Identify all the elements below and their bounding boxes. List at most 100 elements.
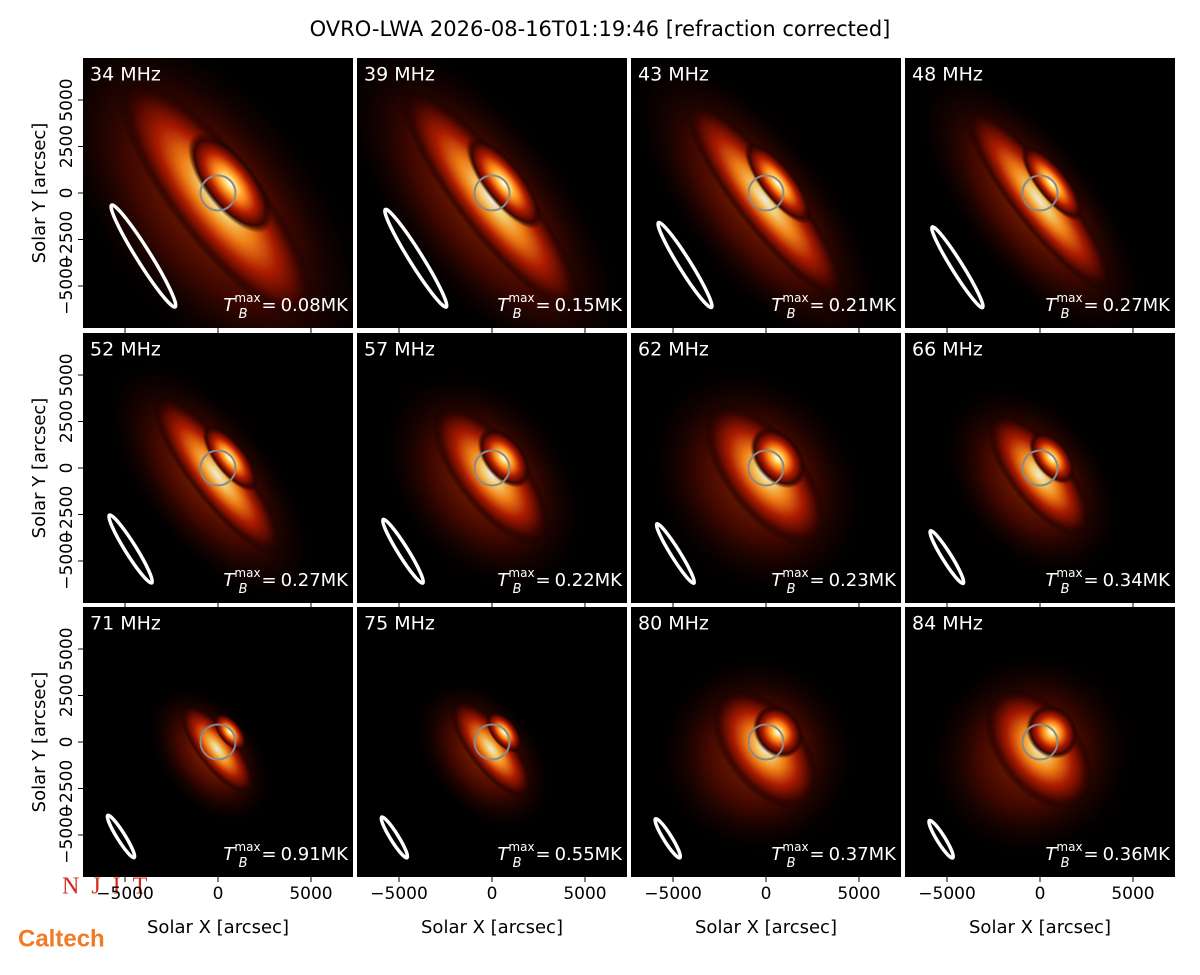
y-tick-label: 2500 [57,400,77,443]
tb-subscript: B [239,582,248,597]
solar-disk [747,174,785,212]
beam-ellipse [653,816,683,860]
tb-equals: = [535,570,550,591]
y-tick-label: 0 [57,188,77,199]
tb-symbol: T [1045,570,1058,591]
tb-equals: = [535,844,550,865]
tb-symbol: T [1045,295,1058,316]
tb-max-label: Tmax B = 0.27MK [223,566,349,597]
tb-value: 0.34MK [1103,570,1172,591]
y-axis-label: Solar Y [arcsec] [29,123,50,264]
solar-disk [473,723,511,761]
tb-equals: = [1083,844,1098,865]
tb-superscript: max [508,840,534,854]
x-tick-label: 5000 [837,884,880,904]
solar-disk [1021,449,1059,487]
panel: 34 MHz Tmax B = 0.08MK −5000−2500 0 2500 5000 Sol… [29,58,353,333]
beam-ellipse [928,528,966,586]
solar-disk [1021,174,1059,212]
beam-ellipse [930,225,985,310]
y-tick-label: 2500 [57,125,77,168]
solar-disk [473,174,511,212]
beam-ellipse [379,815,410,860]
emission-core [1021,145,1083,221]
beam-ellipse [927,818,955,860]
frequency-label: 39 MHz [364,64,435,86]
solar-disk [1021,723,1059,761]
x-tick-label: 5000 [289,884,332,904]
tb-symbol: T [497,844,510,865]
tb-symbol: T [771,570,784,591]
y-tick-label: −5000 [57,532,77,590]
tb-equals: = [261,295,276,316]
solar-disk [473,449,511,487]
emission-core [202,425,258,491]
y-tick-label: −5000 [57,257,77,315]
tb-symbol: T [771,295,784,316]
radio-image [83,58,353,328]
frequency-label: 34 MHz [90,64,161,86]
y-tick-label: 0 [57,463,77,474]
x-tick-label: −5000 [96,884,154,904]
tb-subscript: B [1061,582,1070,597]
radio-image [911,63,1152,328]
frequency-label: 62 MHz [638,339,709,361]
x-tick-label: −5000 [370,884,428,904]
y-axis-label: Solar Y [arcsec] [29,672,50,813]
beam-ellipse [109,203,178,309]
solar-disk [747,449,785,487]
beam-ellipse [380,517,426,585]
tb-max-label: Tmax B = 0.34MK [1045,566,1171,597]
beam-ellipse [654,521,697,586]
tb-symbol: T [223,570,236,591]
x-axis-label: Solar X [arcsec] [969,917,1111,938]
tb-max-label: Tmax B = 0.08MK [223,291,349,322]
y-tick-label: 0 [57,737,77,748]
tb-superscript: max [782,566,808,580]
tb-subscript: B [787,582,796,597]
tb-superscript: max [508,291,534,305]
frequency-label: 57 MHz [364,339,435,361]
tb-equals: = [261,844,276,865]
tb-symbol: T [223,844,236,865]
emission-core [744,142,812,224]
tb-symbol: T [497,295,510,316]
tb-value: 0.23MK [829,570,898,591]
emission-core [213,713,247,751]
x-axis-label: Solar X [arcsec] [421,917,563,938]
tb-superscript: max [234,840,260,854]
tb-max-label: Tmax B = 0.55MK [497,840,623,871]
radio-image [922,648,1140,863]
figure-title: OVRO-LWA 2026-08-16T01:19:46 [refraction… [310,17,891,41]
tb-superscript: max [234,566,260,580]
emission-core [1029,432,1075,484]
beam-ellipse [107,513,155,585]
x-axis-label: Solar X [arcsec] [695,917,837,938]
tb-max-label: Tmax B = 0.37MK [771,840,897,871]
solar-disk [199,449,237,487]
x-tick-label: 0 [213,884,224,904]
tb-superscript: max [508,566,534,580]
x-tick-label: 5000 [1111,884,1154,904]
tb-value: 0.21MK [829,295,898,316]
y-tick-label: −2500 [57,760,77,818]
tb-superscript: max [1056,566,1082,580]
tb-subscript: B [1061,856,1070,871]
beam-ellipse [383,207,449,309]
emission-core [486,711,522,753]
tb-superscript: max [782,840,808,854]
njit-logo: NJIT [62,874,159,900]
tb-subscript: B [239,307,248,322]
frequency-label: 71 MHz [90,613,161,635]
tb-superscript: max [1056,291,1082,305]
tb-equals: = [1083,295,1098,316]
panel: 43 MHz Tmax B = 0.21MK [631,58,901,333]
emission-body [400,87,582,313]
tb-subscript: B [1061,307,1070,322]
beam-ellipse [105,813,137,860]
radio-image [105,682,275,860]
frequency-label: 52 MHz [90,339,161,361]
panel: 39 MHz Tmax B = 0.15MK [357,58,627,333]
